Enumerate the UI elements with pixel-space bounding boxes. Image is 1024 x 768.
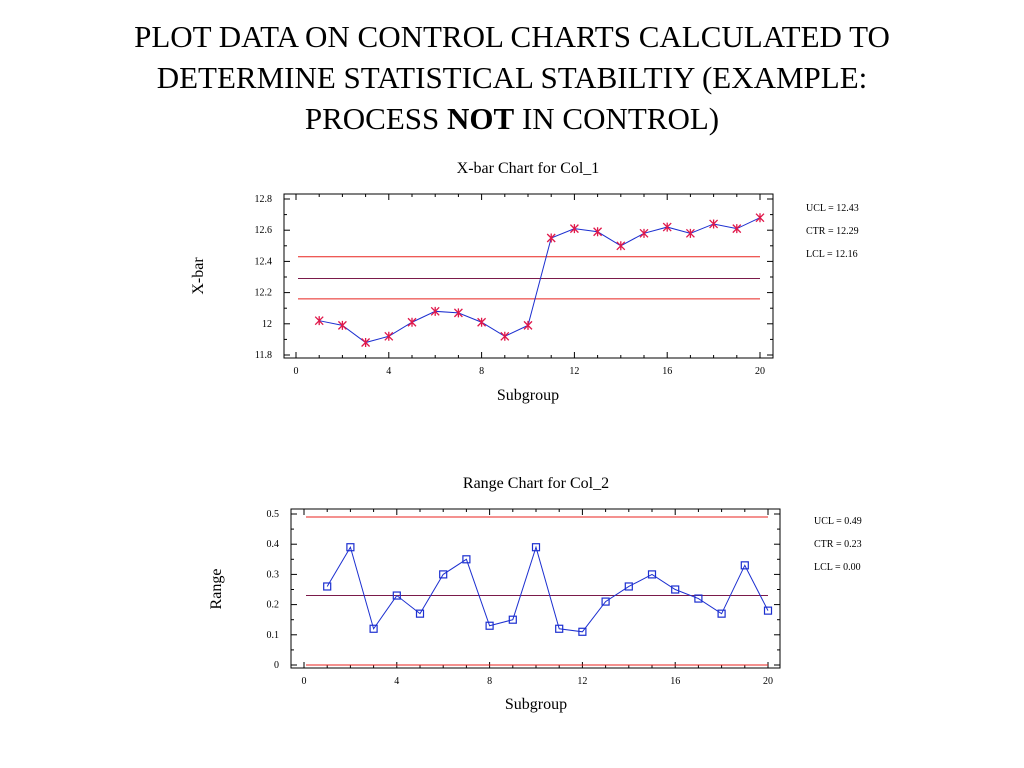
chart-2-x-tick-label: 12 bbox=[577, 676, 587, 687]
chart-2-data-point bbox=[531, 543, 541, 552]
chart-1-data-point bbox=[732, 224, 742, 234]
chart-2-data-point bbox=[346, 543, 355, 552]
chart-2-y-tick-label: 0.2 bbox=[267, 600, 280, 611]
chart-2-data-point bbox=[369, 624, 378, 633]
chart-2-data-point bbox=[415, 609, 425, 618]
chart-2-y-tick-label: 0.1 bbox=[267, 630, 280, 641]
chart-2-y-tick-label: 0 bbox=[274, 660, 279, 671]
chart-2-data-point bbox=[624, 582, 633, 591]
chart-2-legend-ucl: UCL = 0.49 bbox=[814, 516, 862, 527]
chart-1-legend-ucl: UCL = 12.43 bbox=[806, 203, 859, 214]
chart-1-x-tick-label: 8 bbox=[479, 366, 484, 377]
chart-2-x-tick-label: 8 bbox=[487, 676, 492, 687]
chart-1-x-tick-label: 4 bbox=[386, 366, 391, 377]
chart-1-data-point bbox=[639, 228, 649, 238]
chart-1-data-point bbox=[523, 320, 533, 330]
chart-1-data-point bbox=[593, 227, 603, 237]
chart-1-data-point bbox=[407, 317, 417, 327]
chart-1-legend-ctr: CTR = 12.29 bbox=[806, 226, 859, 237]
chart-2-legend-lcl: LCL = 0.00 bbox=[814, 562, 861, 573]
slide-title-line-3-bold: NOT bbox=[447, 101, 515, 136]
chart-2-y-tick-label: 0.4 bbox=[267, 539, 280, 550]
chart-2-y-tick-label: 0.5 bbox=[267, 509, 280, 520]
chart-1-data-point bbox=[314, 316, 324, 326]
chart-2-data-point bbox=[671, 585, 680, 594]
chart-1-data-point bbox=[384, 331, 394, 341]
chart-2-data-point bbox=[647, 570, 657, 579]
chart-1-x-tick-label: 20 bbox=[755, 366, 765, 377]
chart-2-data-point bbox=[601, 597, 610, 606]
chart-1-series-line bbox=[319, 217, 761, 344]
chart-2-data-point bbox=[740, 561, 749, 570]
chart-2-data-point bbox=[763, 606, 773, 615]
chart-2-plot-frame bbox=[290, 508, 781, 669]
slide-title: PLOT DATA ON CONTROL CHARTS CALCULATED T… bbox=[40, 16, 984, 139]
chart-1-x-tick-label: 16 bbox=[662, 366, 672, 377]
slide-title-line-3-pre: PROCESS bbox=[304, 101, 440, 136]
slide-title-line-1: PLOT DATA ON CONTROL CHARTS CALCULATED T… bbox=[134, 19, 890, 54]
chart-1-data-point bbox=[453, 308, 463, 318]
chart-1-data-point bbox=[685, 228, 695, 238]
chart-2-y-tick-label: 0.3 bbox=[267, 569, 280, 580]
chart-2-data-point bbox=[462, 555, 471, 564]
chart-2-legend-ctr: CTR = 0.23 bbox=[814, 539, 862, 550]
chart-1-data-point bbox=[477, 317, 487, 327]
chart-1-data-point bbox=[430, 306, 440, 316]
chart-1-data-point bbox=[709, 219, 719, 229]
chart-2-data-point bbox=[694, 594, 703, 603]
slide-title-line-3: PROCESS NOT IN CONTROL) bbox=[40, 98, 984, 139]
chart-2-series-line bbox=[326, 545, 769, 633]
chart-1-y-tick-label: 12.2 bbox=[255, 288, 273, 299]
chart-1-data-point bbox=[662, 222, 672, 232]
chart-1-y-tick-label: 12 bbox=[262, 319, 272, 330]
chart-1-title: X-bar Chart for Col_1 bbox=[457, 160, 600, 177]
chart-2-data-point bbox=[555, 624, 564, 633]
chart-2-x-tick-label: 0 bbox=[302, 676, 307, 687]
chart-1-y-axis-label: X-bar bbox=[190, 257, 207, 295]
chart-1-data-point bbox=[616, 241, 626, 251]
chart-2-data-point bbox=[578, 627, 587, 636]
chart-1-data-point bbox=[500, 331, 510, 341]
chart-2-title: Range Chart for Col_2 bbox=[463, 475, 609, 492]
chart-1-legend-lcl: LCL = 12.16 bbox=[806, 249, 858, 260]
chart-1-data-point bbox=[361, 338, 371, 348]
chart-2-x-axis-label: Subgroup bbox=[505, 696, 567, 713]
chart-2-y-axis-label: Range bbox=[208, 569, 225, 610]
slide-title-line-3-post: IN CONTROL) bbox=[521, 101, 720, 136]
chart-1-data-point bbox=[755, 213, 765, 223]
chart-1-x-axis-label: Subgroup bbox=[497, 387, 559, 404]
chart-1-x-tick-label: 12 bbox=[569, 366, 579, 377]
chart-2-x-tick-label: 16 bbox=[670, 676, 680, 687]
chart-1-data-point bbox=[546, 233, 556, 243]
chart-2-x-tick-label: 20 bbox=[763, 676, 773, 687]
chart-2-x-tick-label: 4 bbox=[394, 676, 399, 687]
chart-1-x-tick-label: 0 bbox=[294, 366, 299, 377]
chart-1-data-point bbox=[337, 320, 347, 330]
chart-2-data-point bbox=[392, 591, 401, 600]
chart-1-data-point bbox=[569, 224, 579, 234]
chart-2-data-point bbox=[323, 582, 332, 591]
chart-2-data-point bbox=[439, 570, 448, 579]
chart-1-plot-frame bbox=[283, 193, 774, 359]
chart-2-data-point bbox=[717, 609, 726, 618]
chart-2-data-point bbox=[508, 615, 517, 624]
slide-title-line-2: DETERMINE STATISTICAL STABILTIY (EXAMPLE… bbox=[156, 60, 868, 95]
chart-1-y-tick-label: 11.8 bbox=[255, 350, 272, 361]
chart-1-y-tick-label: 12.6 bbox=[255, 225, 273, 236]
chart-1-y-tick-label: 12.4 bbox=[255, 256, 273, 267]
chart-1-y-tick-label: 12.8 bbox=[255, 194, 273, 205]
chart-2-data-point bbox=[485, 621, 494, 630]
